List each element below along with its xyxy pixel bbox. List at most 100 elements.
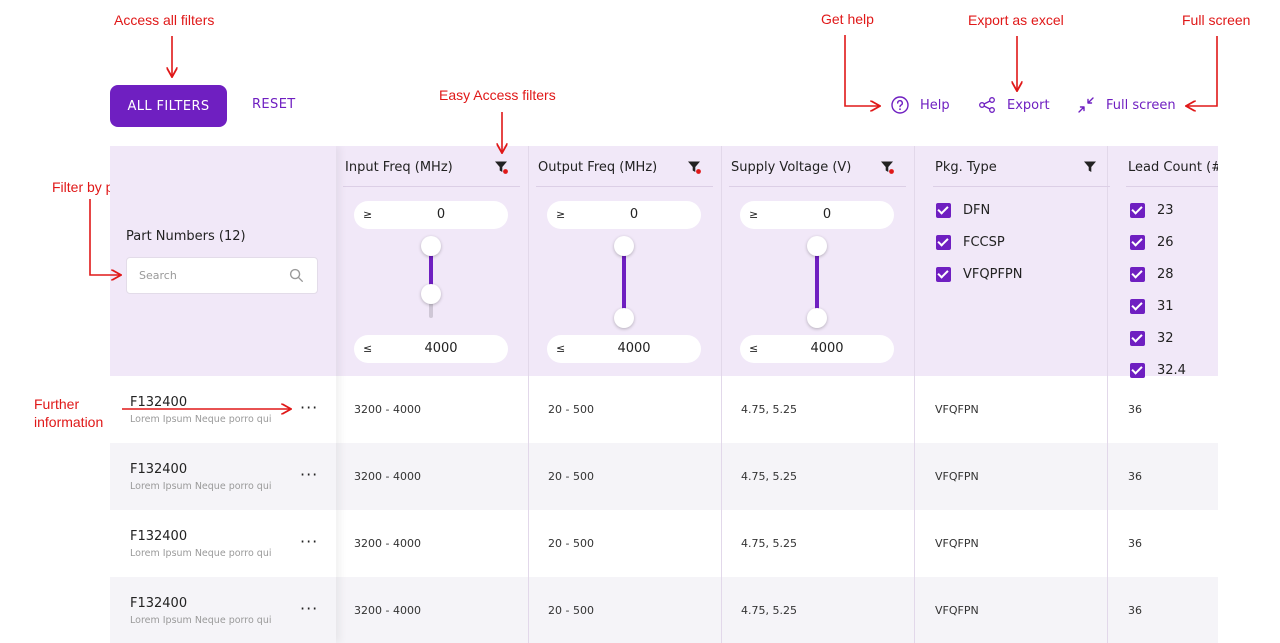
checkbox-lead-count-option[interactable]: 31	[1130, 299, 1174, 314]
range-max-input[interactable]: ≤ 4000	[740, 335, 894, 363]
checkbox-lead-count-option[interactable]: 28	[1130, 267, 1174, 282]
table-row[interactable]: F132400 Lorem Ipsum Neque porro qui ··· …	[110, 443, 1218, 510]
checkbox-label: 28	[1157, 267, 1174, 282]
range-slider-min-handle[interactable]	[614, 236, 634, 256]
checkbox-checked[interactable]	[936, 235, 951, 250]
max-value: 4000	[424, 341, 458, 356]
annotation-further-information-line2: information	[34, 414, 104, 430]
column-header-2[interactable]: Supply Voltage (V)	[721, 146, 914, 188]
min-operator: ≥	[556, 208, 566, 221]
max-value: 4000	[810, 341, 844, 356]
part-column-shadow	[110, 146, 336, 643]
part-number[interactable]: F132400	[130, 529, 188, 544]
range-min-input[interactable]: ≥ 0	[740, 201, 894, 229]
cell-supply-voltage: 4.75, 5.25	[741, 604, 797, 617]
range-max-input[interactable]: ≤ 4000	[547, 335, 701, 363]
checkbox-checked[interactable]	[1130, 203, 1145, 218]
cell-input-freq: 3200 - 4000	[354, 403, 421, 416]
range-slider-max-handle[interactable]	[807, 308, 827, 328]
range-slider-max-handle[interactable]	[614, 308, 634, 328]
checkbox-lead-count-option[interactable]: 26	[1130, 235, 1174, 250]
cell-pkg-type: VFQFPN	[935, 537, 979, 550]
reset-button[interactable]: RESET	[252, 97, 296, 112]
column-label: Lead Count (#)	[1128, 160, 1218, 175]
annotation-get-help: Get help	[821, 11, 874, 27]
checkbox-pkg-type-option[interactable]: DFN	[936, 203, 990, 218]
min-operator: ≥	[749, 208, 759, 221]
range-min-input[interactable]: ≥ 0	[547, 201, 701, 229]
part-description: Lorem Ipsum Neque porro qui	[130, 548, 272, 559]
column-header-1[interactable]: Output Freq (MHz)	[528, 146, 721, 188]
column-header-pkg-type[interactable]: Pkg. Type	[925, 146, 1118, 188]
table-row[interactable]: F132400 Lorem Ipsum Neque porro qui ··· …	[110, 376, 1218, 443]
range-min-input[interactable]: ≥ 0	[354, 201, 508, 229]
column-header-0[interactable]: Input Freq (MHz)	[335, 146, 528, 188]
annotation-export-as-excel: Export as excel	[968, 12, 1064, 28]
cell-input-freq: 3200 - 4000	[354, 470, 421, 483]
checkbox-label: 31	[1157, 299, 1174, 314]
checkbox-lead-count-option[interactable]: 23	[1130, 203, 1174, 218]
checkbox-lead-count-option[interactable]: 32	[1130, 331, 1174, 346]
range-slider-min-handle[interactable]	[807, 236, 827, 256]
cell-supply-voltage: 4.75, 5.25	[741, 403, 797, 416]
help-label: Help	[920, 97, 950, 113]
column-divider	[721, 146, 722, 643]
max-operator: ≤	[363, 342, 373, 355]
range-slider-fill	[815, 246, 819, 318]
cell-pkg-type: VFQFPN	[935, 470, 979, 483]
range-slider-max-handle[interactable]	[421, 284, 441, 304]
arrow-help	[844, 35, 879, 106]
checkbox-checked[interactable]	[1130, 267, 1145, 282]
min-value: 0	[822, 207, 832, 222]
part-numbers-title: Part Numbers (12)	[126, 229, 246, 244]
range-max-input[interactable]: ≤ 4000	[354, 335, 508, 363]
checkbox-checked[interactable]	[1130, 235, 1145, 250]
part-number[interactable]: F132400	[130, 395, 188, 410]
part-number[interactable]: F132400	[130, 462, 188, 477]
checkbox-checked[interactable]	[936, 203, 951, 218]
fullscreen-button[interactable]: Full screen	[1076, 95, 1176, 115]
checkbox-label: 26	[1157, 235, 1174, 250]
cell-pkg-type: VFQFPN	[935, 604, 979, 617]
range-slider-min-handle[interactable]	[421, 236, 441, 256]
min-operator: ≥	[363, 208, 373, 221]
cell-supply-voltage: 4.75, 5.25	[741, 470, 797, 483]
part-description: Lorem Ipsum Neque porro qui	[130, 481, 272, 492]
funnel-icon[interactable]	[880, 160, 894, 174]
checkbox-checked[interactable]	[936, 267, 951, 282]
checkbox-pkg-type-option[interactable]: VFQPFPN	[936, 267, 1022, 282]
column-divider	[528, 146, 529, 643]
column-divider	[914, 146, 915, 643]
annotation-access-all-filters: Access all filters	[114, 12, 215, 28]
table-row[interactable]: F132400 Lorem Ipsum Neque porro qui ··· …	[110, 577, 1218, 643]
checkbox-checked[interactable]	[1130, 299, 1145, 314]
search-icon	[289, 268, 304, 283]
checkbox-lead-count-option[interactable]: 32.4	[1130, 363, 1186, 378]
annotation-easy-access-filters: Easy Access filters	[439, 87, 556, 103]
checkbox-label: 23	[1157, 203, 1174, 218]
funnel-icon[interactable]	[1083, 160, 1097, 174]
parts-table: F132400 Lorem Ipsum Neque porro qui ··· …	[110, 146, 1218, 643]
more-options-icon[interactable]: ···	[300, 599, 319, 618]
help-button[interactable]: Help	[890, 95, 950, 115]
checkbox-label: 32	[1157, 331, 1174, 346]
checkbox-checked[interactable]	[1130, 331, 1145, 346]
part-search-input[interactable]: Search	[126, 257, 318, 294]
cell-input-freq: 3200 - 4000	[354, 537, 421, 550]
checkbox-pkg-type-option[interactable]: FCCSP	[936, 235, 1005, 250]
part-number[interactable]: F132400	[130, 596, 188, 611]
table-row[interactable]: F132400 Lorem Ipsum Neque porro qui ··· …	[110, 510, 1218, 577]
collapse-arrows-icon	[1078, 97, 1094, 113]
more-options-icon[interactable]: ···	[300, 532, 319, 551]
column-label: Input Freq (MHz)	[345, 160, 453, 175]
more-options-icon[interactable]: ···	[300, 398, 319, 417]
all-filters-button[interactable]: ALL FILTERS	[110, 85, 227, 127]
max-value: 4000	[617, 341, 651, 356]
more-options-icon[interactable]: ···	[300, 465, 319, 484]
funnel-icon[interactable]	[494, 160, 508, 174]
export-button[interactable]: Export	[977, 95, 1050, 115]
checkbox-checked[interactable]	[1130, 363, 1145, 378]
column-header-lead-count[interactable]: Lead Count (#)	[1118, 146, 1218, 188]
funnel-icon[interactable]	[687, 160, 701, 174]
cell-input-freq: 3200 - 4000	[354, 604, 421, 617]
